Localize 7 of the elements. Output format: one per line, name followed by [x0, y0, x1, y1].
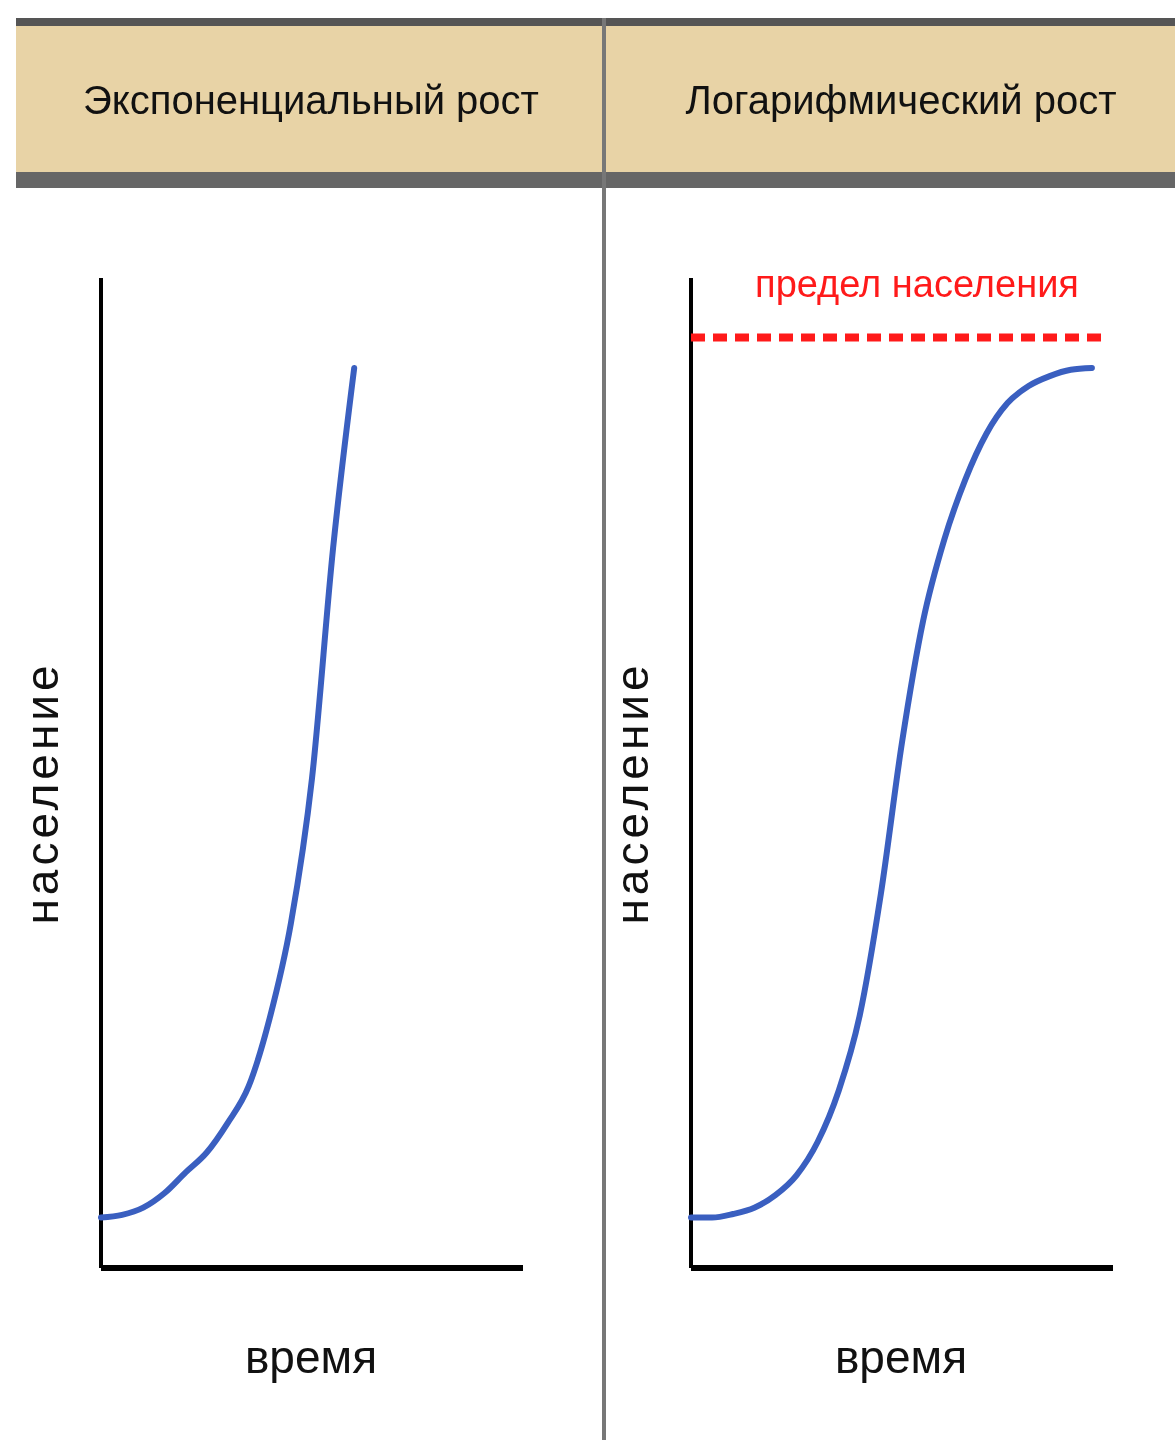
chart-title: Логарифмический рост	[685, 77, 1117, 122]
x-axis-title: время	[834, 1331, 968, 1383]
ref-line-label: предел населения	[755, 263, 1079, 306]
x-axis-title: время	[244, 1331, 378, 1383]
y-axis-title: население	[16, 661, 68, 925]
chart-title: Экспоненциальный рост	[83, 77, 539, 122]
y-axis-title: население	[606, 661, 658, 925]
